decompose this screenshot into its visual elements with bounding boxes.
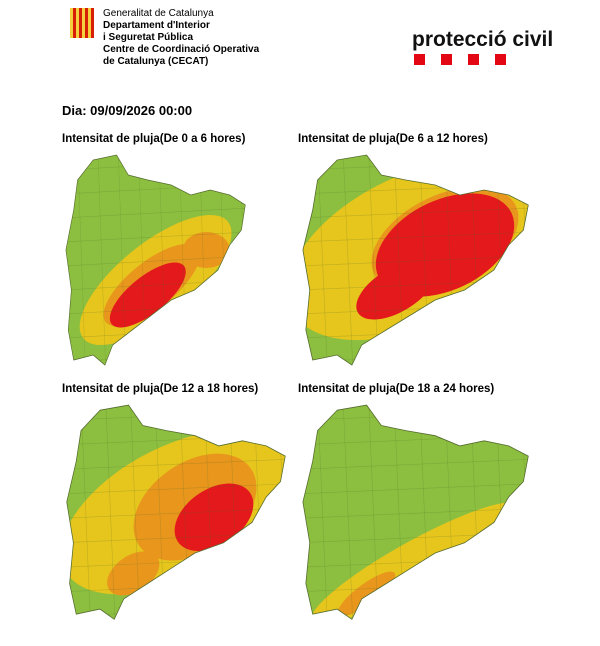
map-title: Intensitat de pluja(De 12 a 18 hores) bbox=[62, 383, 259, 395]
boundary bbox=[302, 231, 529, 243]
org-line: Centre de Coordinació Operativa bbox=[103, 44, 260, 55]
logo-generalitat bbox=[70, 8, 94, 38]
rain-zone bbox=[337, 571, 396, 616]
rain-zone bbox=[174, 483, 254, 552]
boundary bbox=[66, 507, 286, 519]
boundary bbox=[317, 405, 328, 620]
map-fill bbox=[302, 405, 529, 620]
boundary bbox=[66, 458, 286, 470]
boundary bbox=[368, 405, 379, 620]
brand: protecció civil bbox=[412, 28, 554, 51]
boundary bbox=[278, 405, 286, 620]
map-fill bbox=[302, 155, 529, 365]
rain-zone bbox=[356, 260, 436, 320]
boundary bbox=[302, 507, 529, 519]
rain-zone bbox=[182, 232, 230, 268]
map-title: Intensitat de pluja(De 18 a 24 hores) bbox=[298, 383, 495, 395]
boundary bbox=[130, 405, 141, 620]
boundary bbox=[239, 155, 246, 365]
boundary bbox=[302, 483, 529, 495]
boundary bbox=[97, 155, 106, 365]
org-line: Departament d'Interior bbox=[103, 20, 210, 31]
rain-map bbox=[66, 404, 286, 620]
map-title: Intensitat de pluja(De 0 a 6 hores) bbox=[62, 133, 246, 145]
rain-map bbox=[302, 404, 529, 620]
map-fill bbox=[66, 405, 286, 620]
logo-squares bbox=[414, 54, 506, 65]
map-title: Intensitat de pluja(De 6 a 12 hores) bbox=[298, 133, 488, 145]
boundary bbox=[521, 405, 529, 620]
boundary bbox=[521, 155, 529, 365]
date: Dia: 09/09/2026 00:00 bbox=[62, 103, 193, 118]
boundary bbox=[302, 255, 529, 267]
org-line: Generalitat de Catalunya bbox=[103, 8, 214, 19]
boundary bbox=[317, 155, 328, 365]
boundary bbox=[368, 155, 379, 365]
org-line: de Catalunya (CECAT) bbox=[103, 56, 209, 67]
boundary bbox=[342, 155, 354, 365]
boundary bbox=[65, 207, 246, 219]
rain-map bbox=[65, 154, 246, 366]
boundary bbox=[117, 155, 127, 365]
boundary bbox=[65, 231, 246, 243]
rain-map bbox=[302, 154, 529, 366]
org-line: i Seguretat Pública bbox=[103, 32, 194, 43]
boundary bbox=[77, 155, 86, 365]
boundary bbox=[80, 405, 91, 620]
rain-zone bbox=[109, 262, 186, 328]
map-fill bbox=[65, 155, 246, 365]
boundary bbox=[66, 483, 286, 495]
boundary bbox=[65, 255, 246, 267]
boundary bbox=[302, 458, 529, 470]
org-text: Generalitat de Catalunya Departament d'I… bbox=[103, 8, 259, 68]
boundary bbox=[302, 207, 529, 219]
boundary bbox=[342, 405, 354, 620]
boundary bbox=[105, 405, 116, 620]
